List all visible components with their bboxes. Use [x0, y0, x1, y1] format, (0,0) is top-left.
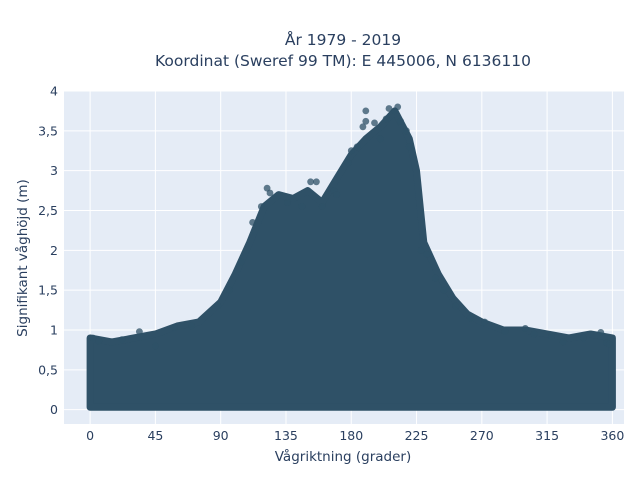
data-point: [152, 342, 159, 350]
x-tick-label: 360: [600, 428, 624, 443]
data-point: [606, 340, 613, 348]
y-tick-label: 1,5: [38, 283, 58, 298]
y-tick-label: 4: [50, 84, 58, 99]
chart-title-line-1: År 1979 - 2019: [285, 30, 401, 49]
data-point: [237, 258, 245, 266]
data-point: [466, 314, 474, 322]
data-point: [266, 189, 274, 197]
x-tick-label: 135: [274, 428, 298, 443]
data-point: [118, 336, 126, 343]
data-point: [440, 286, 448, 294]
data-point: [397, 117, 404, 125]
x-tick-label: 90: [213, 428, 229, 443]
tick-labels: 0 45 90 135 180 225 270 315 360 0 0,5 1 1,5 2 2,5 3 3,5 4: [38, 84, 624, 444]
y-tick-label: 2,5: [38, 203, 58, 218]
y-tick-label: 3,5: [38, 123, 58, 138]
y-tick-label: 0,5: [38, 362, 58, 377]
data-point: [95, 337, 103, 345]
data-point: [347, 147, 355, 155]
data-point: [284, 199, 291, 206]
y-tick-label: 3: [50, 163, 58, 178]
y-tick-label: 2: [50, 243, 58, 258]
x-tick-label: 270: [470, 428, 494, 443]
data-point: [481, 318, 489, 326]
data-point: [307, 178, 314, 186]
data-point: [313, 178, 320, 186]
x-tick-label: 315: [535, 428, 559, 443]
data-point: [597, 329, 605, 336]
y-tick-label: 0: [50, 402, 58, 417]
x-tick-label: 0: [86, 428, 94, 443]
data-point: [559, 338, 567, 346]
y-axis-title: Signifikant våghöjd (m): [14, 179, 31, 337]
data-point: [452, 302, 460, 310]
data-point: [226, 286, 233, 294]
data-point: [385, 105, 393, 112]
data-point: [580, 334, 587, 342]
data-point: [249, 219, 256, 226]
data-points: [86, 103, 616, 411]
data-point: [170, 324, 178, 331]
data-point: [405, 143, 413, 151]
data-point: [298, 203, 306, 210]
x-axis-title: Vågriktning (grader): [275, 448, 412, 465]
data-point: [188, 322, 196, 330]
data-point: [214, 302, 222, 310]
data-point: [521, 325, 529, 332]
data-point: [257, 203, 265, 210]
data-point: [382, 115, 390, 123]
data-point: [423, 250, 431, 258]
data-point: [333, 191, 341, 199]
x-tick-label: 45: [147, 428, 163, 443]
data-point: [371, 119, 378, 127]
y-tick-label: 1: [50, 322, 58, 337]
data-point: [501, 328, 509, 335]
data-point: [376, 135, 384, 143]
x-tick-label: 225: [405, 428, 429, 443]
data-point: [89, 334, 97, 342]
chart-title-line-2: Koordinat (Sweref 99 TM): E 445006, N 61…: [155, 52, 531, 70]
data-point: [136, 328, 143, 335]
data-point: [530, 330, 538, 338]
data-point: [318, 203, 326, 210]
data-point: [362, 117, 370, 125]
data-point: [394, 103, 402, 111]
x-tick-label: 180: [339, 428, 363, 443]
data-point: [417, 246, 425, 254]
data-point: [403, 127, 410, 135]
data-point: [432, 274, 439, 282]
data-point: [362, 107, 370, 115]
data-point: [548, 333, 555, 340]
data-point: [359, 123, 367, 131]
data-point: [353, 143, 361, 151]
data-point: [345, 159, 352, 167]
